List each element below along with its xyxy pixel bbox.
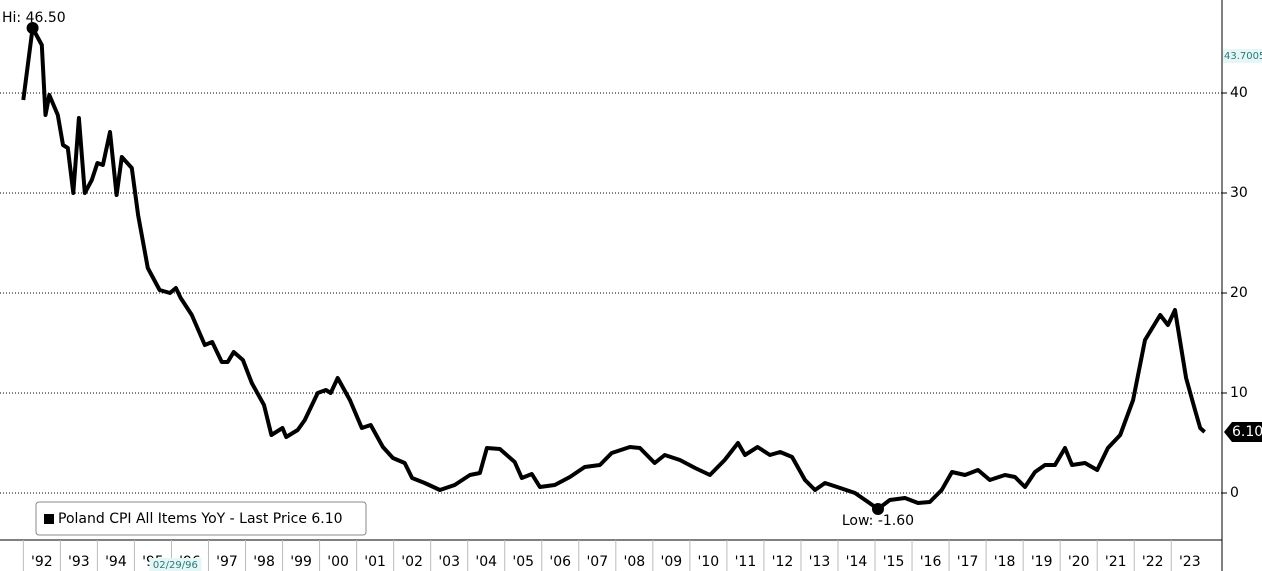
legend-swatch: [44, 514, 54, 524]
x-tick-label: '14: [846, 554, 868, 570]
series-line: [21, 26, 1206, 511]
legend: Poland CPI All Items YoY - Last Price 6.…: [35, 501, 367, 536]
y-tick-label: 40: [1230, 85, 1248, 101]
x-tick-label: '17: [957, 554, 979, 570]
x-tick-label: '07: [586, 554, 608, 570]
date-tag-bg: [149, 558, 202, 571]
y-tick-label: 0: [1230, 485, 1239, 501]
x-tick-label: '02: [401, 554, 423, 570]
last-price-tag: [1224, 422, 1262, 442]
x-tick-label: '00: [327, 554, 349, 570]
x-tick-label: '92: [31, 554, 53, 570]
legend-label: Poland CPI All Items YoY - Last Price 6.…: [58, 511, 343, 527]
x-tick-label: '97: [216, 554, 238, 570]
y-tick-label: 10: [1230, 385, 1248, 401]
x-tick-label: '05: [512, 554, 534, 570]
x-tick-label: '01: [364, 554, 386, 570]
low-label: Low: -1.60: [842, 513, 914, 529]
high-marker: [26, 22, 39, 34]
x-tick-label: '11: [735, 554, 757, 570]
x-tick-label: '15: [883, 554, 905, 570]
x-tick-label: '23: [1179, 554, 1201, 570]
x-tick-label: '08: [623, 554, 645, 570]
x-tick-label: '98: [253, 554, 275, 570]
axis-tag-label: 43.7005: [1224, 51, 1262, 62]
x-tick-label: '20: [1068, 554, 1090, 570]
x-tick-label: '19: [1031, 554, 1053, 570]
x-tick-label: '22: [1142, 554, 1164, 570]
x-tick-label: '99: [290, 554, 312, 570]
x-tick-label: '03: [438, 554, 460, 570]
y-tick-label: 20: [1230, 285, 1248, 301]
axis-tag-bg: [1223, 48, 1262, 63]
x-tick-label: '12: [772, 554, 794, 570]
x-tick-label: '10: [698, 554, 720, 570]
x-tick-label: '94: [105, 554, 127, 570]
x-tick-label: '04: [475, 554, 497, 570]
x-tick-label: '09: [661, 554, 683, 570]
high-label: Hi: 46.50: [2, 10, 66, 26]
x-tick-label: '18: [994, 554, 1016, 570]
x-tick-label: '13: [809, 554, 831, 570]
date-tag-label: 02/29/96: [153, 560, 198, 571]
x-tick-label: '16: [920, 554, 942, 570]
x-tick-label: '21: [1105, 554, 1127, 570]
legend-box: [35, 501, 367, 536]
last-price-label: 6.10: [1232, 424, 1262, 440]
low-marker: [871, 503, 884, 515]
x-tick-label: '93: [68, 554, 90, 570]
x-tick-label: '06: [549, 554, 571, 570]
y-tick-label: 30: [1230, 185, 1248, 201]
